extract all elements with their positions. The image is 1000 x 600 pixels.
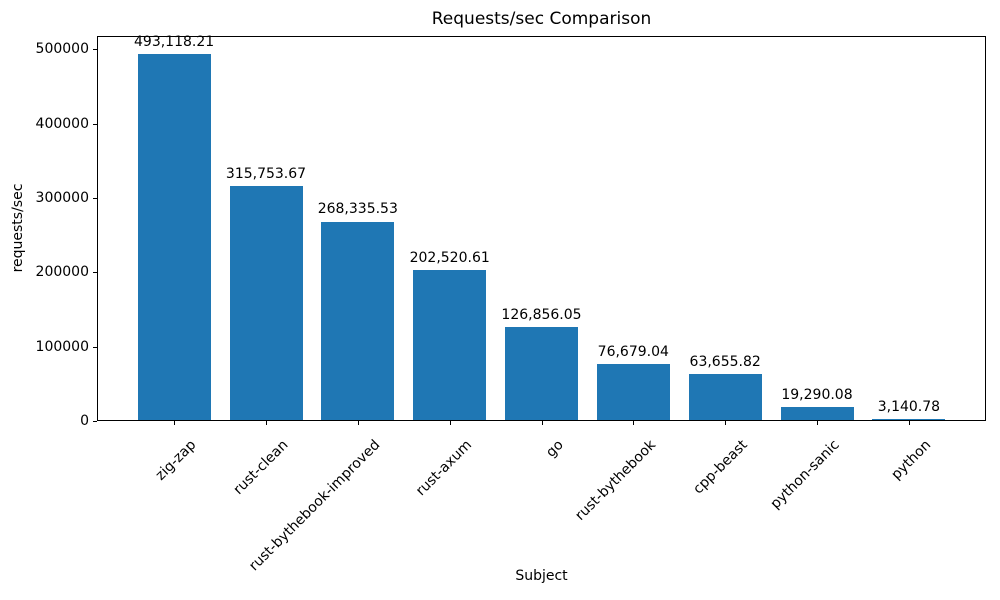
x-tick-label-zig-zap: zig-zap: [152, 437, 200, 484]
bar-value-label: 493,118.21: [134, 34, 215, 51]
x-tick-label-rust-clean: rust-clean: [230, 437, 292, 498]
bar-cpp-beast: [688, 373, 762, 420]
bar-value-label: 76,679.04: [597, 343, 669, 360]
x-tick: [725, 421, 727, 425]
x-tick-label-python-sanic: python-sanic: [767, 437, 843, 513]
bar-zig-zap: [137, 54, 211, 420]
bar-rust-axum: [413, 270, 487, 420]
y-tick: [93, 346, 97, 348]
x-tick-label-rust-bythebook: rust-bythebook: [571, 437, 659, 524]
bar-go: [505, 326, 578, 420]
x-tick-label-go: go: [543, 437, 567, 461]
bar-rust-bythebook: [596, 364, 670, 420]
x-tick: [357, 421, 359, 425]
y-tick: [93, 272, 97, 274]
x-tick-label-rust-axum: rust-axum: [412, 437, 476, 500]
bar-value-label: 202,520.61: [409, 250, 490, 267]
bar-value-label: 19,290.08: [781, 386, 853, 403]
y-tick-label: 0: [80, 413, 89, 429]
x-tick-label-cpp-beast: cpp-beast: [690, 437, 751, 498]
x-tick: [908, 421, 910, 425]
x-tick-label-python: python: [888, 437, 935, 483]
x-tick: [174, 421, 176, 425]
x-tick: [817, 421, 818, 425]
y-tick: [93, 421, 97, 422]
bar-value-label: 315,753.67: [225, 166, 307, 183]
x-tick: [541, 421, 543, 425]
y-tick-label: 400000: [35, 115, 89, 132]
x-axis-label: Subject: [515, 568, 568, 584]
bar-value-label: 63,655.82: [689, 353, 761, 370]
y-tick-label: 500000: [35, 41, 89, 58]
bar-rust-bythebook-improved: [321, 221, 395, 420]
y-tick: [93, 197, 97, 199]
bar-python-sanic: [780, 406, 854, 420]
y-tick-label: 100000: [35, 338, 89, 355]
bar-value-label: 268,335.53: [317, 201, 398, 218]
y-axis-label: requests/sec: [10, 183, 26, 273]
x-tick: [266, 421, 267, 425]
x-tick: [633, 421, 635, 425]
bar-rust-clean: [229, 186, 303, 420]
bar-value-label: 126,856.05: [501, 306, 582, 323]
x-tick: [449, 421, 451, 425]
bar-value-label: 3,140.78: [877, 398, 941, 415]
y-tick-label: 300000: [35, 189, 89, 206]
y-tick: [93, 49, 97, 51]
y-tick-label: 200000: [35, 264, 89, 281]
bar-python: [872, 418, 946, 420]
chart-title: Requests/sec Comparison: [431, 9, 652, 29]
y-tick: [93, 123, 97, 125]
